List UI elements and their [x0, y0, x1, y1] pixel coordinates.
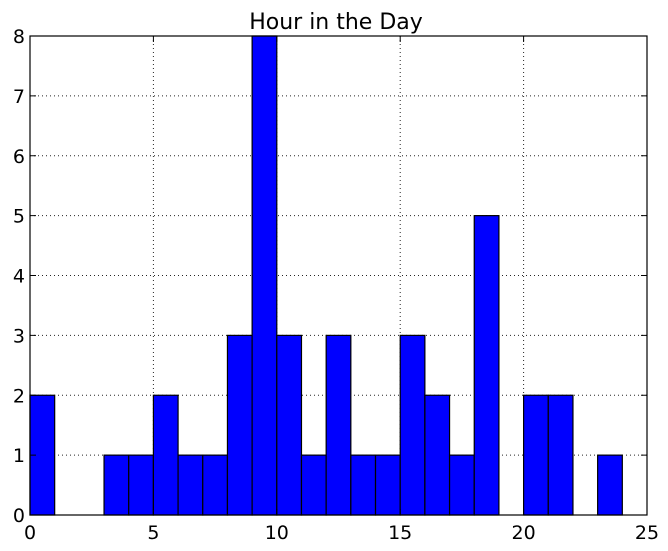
histogram-bar	[374, 454, 401, 516]
histogram-bar	[325, 334, 352, 516]
y-tick-label: 2	[13, 385, 25, 407]
histogram-bar	[251, 35, 278, 516]
histogram-bar	[152, 394, 179, 516]
y-tick-label: 7	[13, 86, 25, 108]
histogram-bar	[547, 394, 574, 516]
histogram-bar	[597, 454, 623, 516]
x-tick-label: 5	[147, 522, 159, 544]
histogram-bar	[177, 454, 204, 516]
y-tick-label: 1	[13, 445, 25, 467]
histogram-bar	[424, 394, 451, 516]
histogram-bar	[128, 454, 155, 516]
histogram-bar	[202, 454, 229, 516]
x-tick-label: 20	[512, 522, 536, 544]
histogram-bar	[473, 215, 500, 516]
histogram-bar	[226, 334, 253, 516]
x-tick-label: 25	[635, 522, 659, 544]
histogram-bar	[300, 454, 327, 516]
histogram-bar	[522, 394, 549, 516]
bars	[29, 35, 623, 516]
histogram-bar	[276, 334, 303, 516]
histogram-bar	[103, 454, 130, 516]
histogram-bar	[350, 454, 377, 516]
y-tick-label: 8	[13, 26, 25, 48]
x-tick-label: 0	[24, 522, 36, 544]
histogram-bar	[399, 334, 426, 516]
y-axis: 0 1 2 3 4 5 6 7 8	[13, 26, 647, 527]
x-tick-label: 15	[388, 522, 412, 544]
y-tick-label: 5	[13, 206, 25, 228]
y-tick-label: 3	[13, 325, 25, 347]
x-tick-label: 10	[265, 522, 289, 544]
histogram-bar	[448, 454, 475, 516]
y-tick-label: 0	[13, 505, 25, 527]
x-axis: 0 5 10 15 20 25	[24, 36, 659, 544]
y-tick-label: 6	[13, 146, 25, 168]
y-tick-label: 4	[13, 266, 25, 288]
chart-title: Hour in the Day	[249, 10, 423, 35]
